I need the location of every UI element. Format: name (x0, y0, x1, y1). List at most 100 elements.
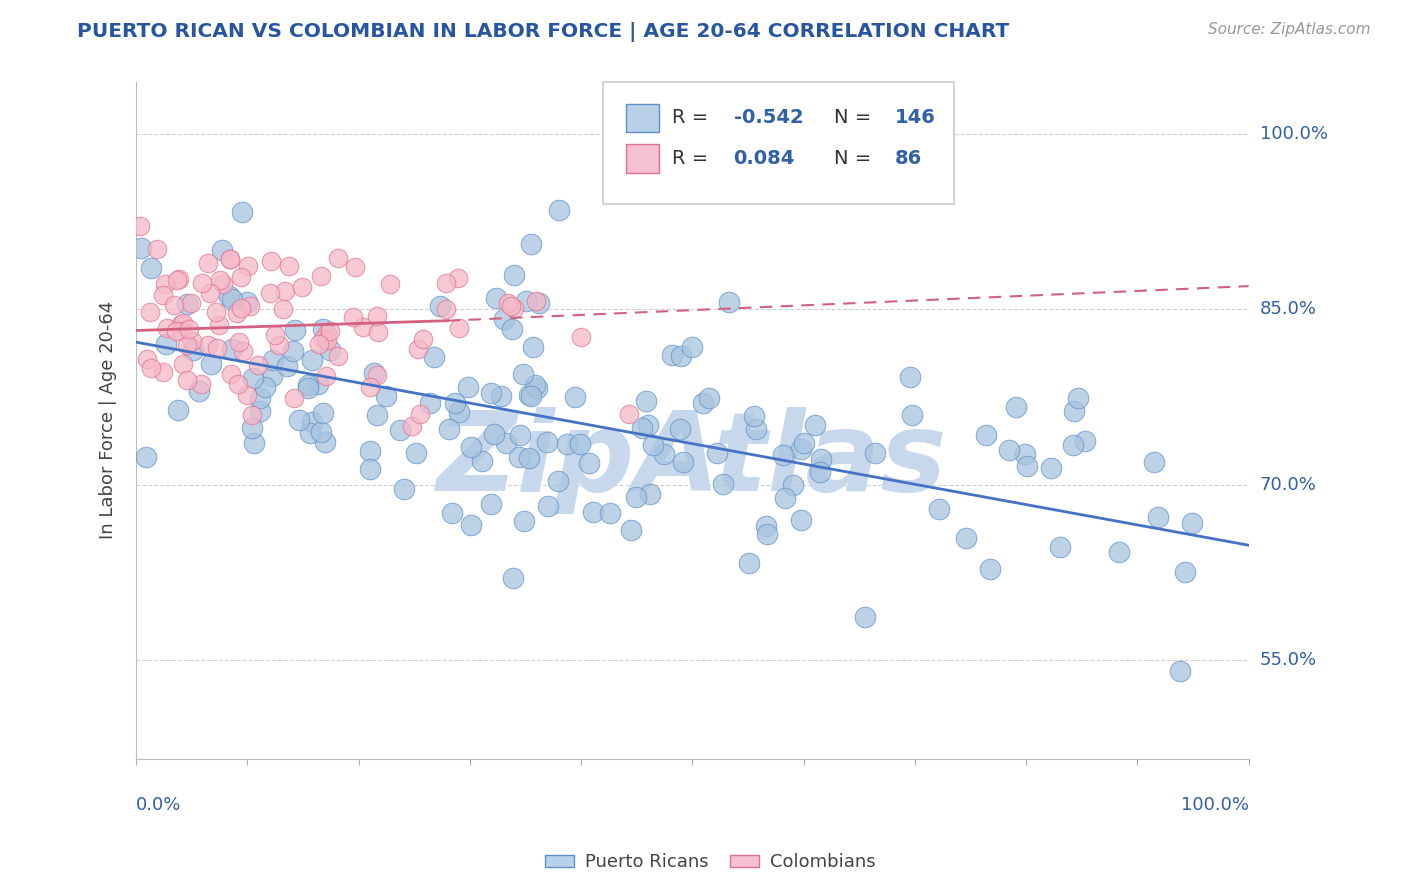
Point (316, 326, 339, 341)
Point (297, 377, 319, 392)
Point (198, 286, 221, 301)
Point (221, 292, 243, 306)
Point (997, 442, 1019, 457)
Point (181, 343, 204, 357)
Point (1014, 447, 1036, 461)
Point (440, 506, 463, 520)
Point (312, 322, 335, 336)
Point (460, 518, 482, 533)
Point (1174, 565, 1197, 579)
Point (790, 513, 813, 527)
Point (129, 240, 152, 254)
Point (1146, 509, 1168, 524)
Point (519, 389, 541, 403)
Point (527, 295, 550, 310)
Point (284, 323, 307, 337)
Point (235, 294, 257, 309)
Point (517, 388, 540, 402)
Point (699, 392, 721, 406)
Point (315, 369, 337, 384)
Point (375, 389, 398, 403)
Point (638, 487, 661, 501)
Point (620, 523, 643, 537)
Point (219, 252, 242, 267)
Point (1143, 455, 1166, 469)
Point (170, 324, 193, 338)
Point (232, 343, 254, 358)
Text: 70.0%: 70.0% (1260, 475, 1316, 493)
Point (312, 406, 335, 420)
Point (1181, 516, 1204, 530)
Point (273, 285, 295, 299)
Point (499, 299, 522, 313)
Point (276, 359, 298, 373)
Point (444, 396, 467, 410)
Point (537, 499, 560, 513)
Point (526, 293, 548, 308)
Point (191, 276, 214, 290)
Point (307, 376, 329, 391)
Point (170, 317, 193, 331)
Point (928, 501, 950, 516)
Point (437, 422, 460, 436)
Point (249, 391, 271, 405)
Point (138, 305, 160, 319)
Point (176, 372, 198, 386)
Point (392, 482, 415, 496)
Point (672, 455, 695, 469)
Point (1108, 545, 1130, 559)
Point (239, 299, 262, 313)
Point (249, 403, 271, 417)
Point (496, 296, 519, 310)
Point (240, 409, 263, 423)
Point (155, 277, 177, 291)
Point (309, 425, 332, 439)
Point (412, 332, 434, 346)
Point (557, 437, 579, 451)
Point (742, 409, 765, 423)
Point (447, 270, 470, 285)
Point (380, 277, 402, 292)
Point (898, 370, 921, 384)
Point (197, 255, 219, 269)
Point (318, 343, 340, 358)
FancyBboxPatch shape (626, 145, 659, 173)
Point (460, 440, 482, 454)
Point (200, 357, 222, 371)
Point (312, 332, 335, 346)
Point (626, 490, 648, 504)
Point (219, 368, 242, 382)
Text: 0.084: 0.084 (734, 149, 794, 168)
Point (271, 301, 294, 316)
Point (519, 451, 541, 466)
Point (578, 456, 600, 470)
Point (367, 325, 389, 339)
Text: 86: 86 (894, 149, 922, 168)
Point (643, 437, 665, 451)
Point (236, 259, 259, 273)
Point (1067, 391, 1090, 405)
Point (547, 474, 569, 488)
Point (804, 417, 827, 432)
Point (471, 454, 494, 468)
Point (211, 277, 233, 291)
Point (536, 434, 558, 449)
Point (359, 380, 381, 394)
Point (502, 301, 524, 315)
Point (240, 420, 263, 434)
Text: R =: R = (672, 149, 714, 168)
Point (342, 310, 364, 325)
Point (315, 333, 337, 347)
Point (706, 446, 728, 460)
Point (259, 285, 281, 300)
Point (772, 448, 794, 462)
Point (188, 384, 211, 399)
Point (299, 426, 322, 441)
Point (165, 324, 187, 338)
Point (152, 287, 174, 301)
Point (301, 352, 323, 367)
Point (790, 442, 813, 457)
Point (793, 435, 815, 450)
Point (502, 268, 524, 282)
Point (139, 261, 162, 276)
